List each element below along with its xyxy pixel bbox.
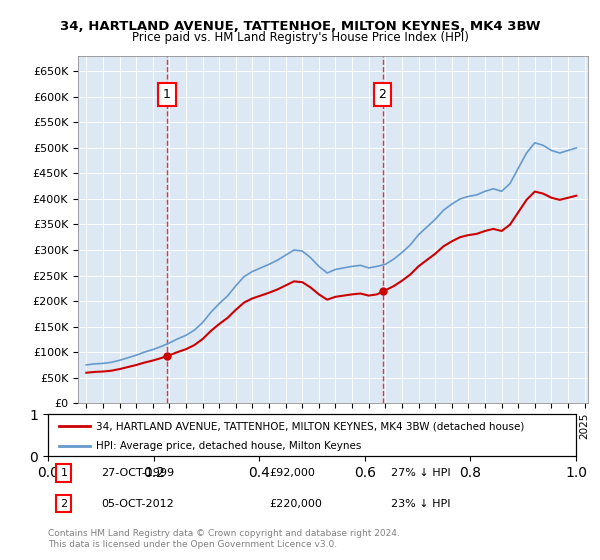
Text: £220,000: £220,000 xyxy=(270,498,323,508)
Text: 34, HARTLAND AVENUE, TATTENHOE, MILTON KEYNES, MK4 3BW (detached house): 34, HARTLAND AVENUE, TATTENHOE, MILTON K… xyxy=(95,421,524,431)
Text: Contains HM Land Registry data © Crown copyright and database right 2024.
This d: Contains HM Land Registry data © Crown c… xyxy=(48,529,400,549)
Text: 05-OCT-2012: 05-OCT-2012 xyxy=(101,498,173,508)
Text: 27-OCT-1999: 27-OCT-1999 xyxy=(101,468,174,478)
Text: 2: 2 xyxy=(379,88,386,101)
Text: HPI: Average price, detached house, Milton Keynes: HPI: Average price, detached house, Milt… xyxy=(95,441,361,451)
Text: Price paid vs. HM Land Registry's House Price Index (HPI): Price paid vs. HM Land Registry's House … xyxy=(131,31,469,44)
Text: 1: 1 xyxy=(163,88,170,101)
Text: 2: 2 xyxy=(60,498,67,508)
Text: 34, HARTLAND AVENUE, TATTENHOE, MILTON KEYNES, MK4 3BW: 34, HARTLAND AVENUE, TATTENHOE, MILTON K… xyxy=(60,20,540,32)
Text: 27% ↓ HPI: 27% ↓ HPI xyxy=(391,468,451,478)
Text: 1: 1 xyxy=(61,468,67,478)
Text: £92,000: £92,000 xyxy=(270,468,316,478)
Text: 23% ↓ HPI: 23% ↓ HPI xyxy=(391,498,451,508)
